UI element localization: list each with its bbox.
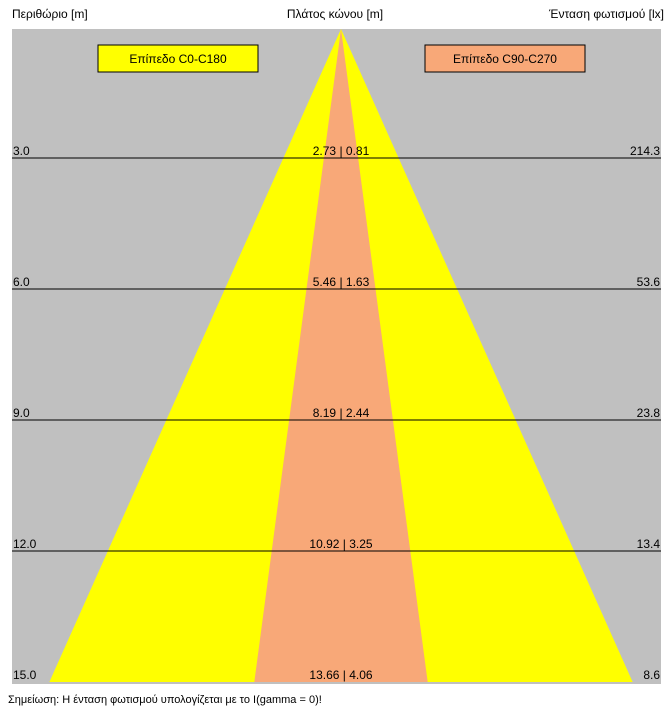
distance-rows: 3.0 2.73 | 0.81 214.3 6.0 5.46 | 1.63 53.6 9.0… bbox=[12, 144, 661, 682]
cone-width-label: 5.46 | 1.63 bbox=[313, 275, 370, 289]
illuminance-label: 214.3 bbox=[630, 144, 660, 158]
illuminance-label: 53.6 bbox=[637, 275, 661, 289]
distance-label: 3.0 bbox=[13, 144, 30, 158]
cone-c90-c270 bbox=[254, 29, 428, 682]
margin-axis-title: Περιθώριο [m] bbox=[12, 7, 88, 21]
cone-width-label: 8.19 | 2.44 bbox=[313, 406, 370, 420]
distance-label: 15.0 bbox=[13, 668, 37, 682]
cone-layer bbox=[49, 29, 633, 682]
distance-label: 6.0 bbox=[13, 275, 30, 289]
illuminance-axis-title: Ένταση φωτισμού [lx] bbox=[549, 7, 664, 21]
illuminance-label: 23.8 bbox=[637, 406, 661, 420]
distance-label: 12.0 bbox=[13, 537, 37, 551]
cone-width-label: 10.92 | 3.25 bbox=[309, 537, 372, 551]
legend: Επίπεδο C0-C180 Επίπεδο C90-C270 bbox=[97, 44, 586, 73]
legend-c90-label: Επίπεδο C90-C270 bbox=[453, 52, 557, 66]
distance-label: 9.0 bbox=[13, 406, 30, 420]
illuminance-label: 8.6 bbox=[643, 668, 660, 682]
cone-width-title: Πλάτος κώνου [m] bbox=[286, 7, 384, 21]
calculation-note: Σημείωση: Η ένταση φωτισμού υπολογίζεται… bbox=[8, 694, 322, 706]
legend-c0-label: Επίπεδο C0-C180 bbox=[129, 52, 227, 66]
legend-c90-swatch bbox=[424, 44, 586, 73]
illuminance-label: 13.4 bbox=[637, 537, 661, 551]
cone-width-label: 2.73 | 0.81 bbox=[313, 144, 370, 158]
legend-c0-swatch bbox=[97, 44, 259, 73]
cone-width-label: 13.66 | 4.06 bbox=[309, 668, 372, 682]
